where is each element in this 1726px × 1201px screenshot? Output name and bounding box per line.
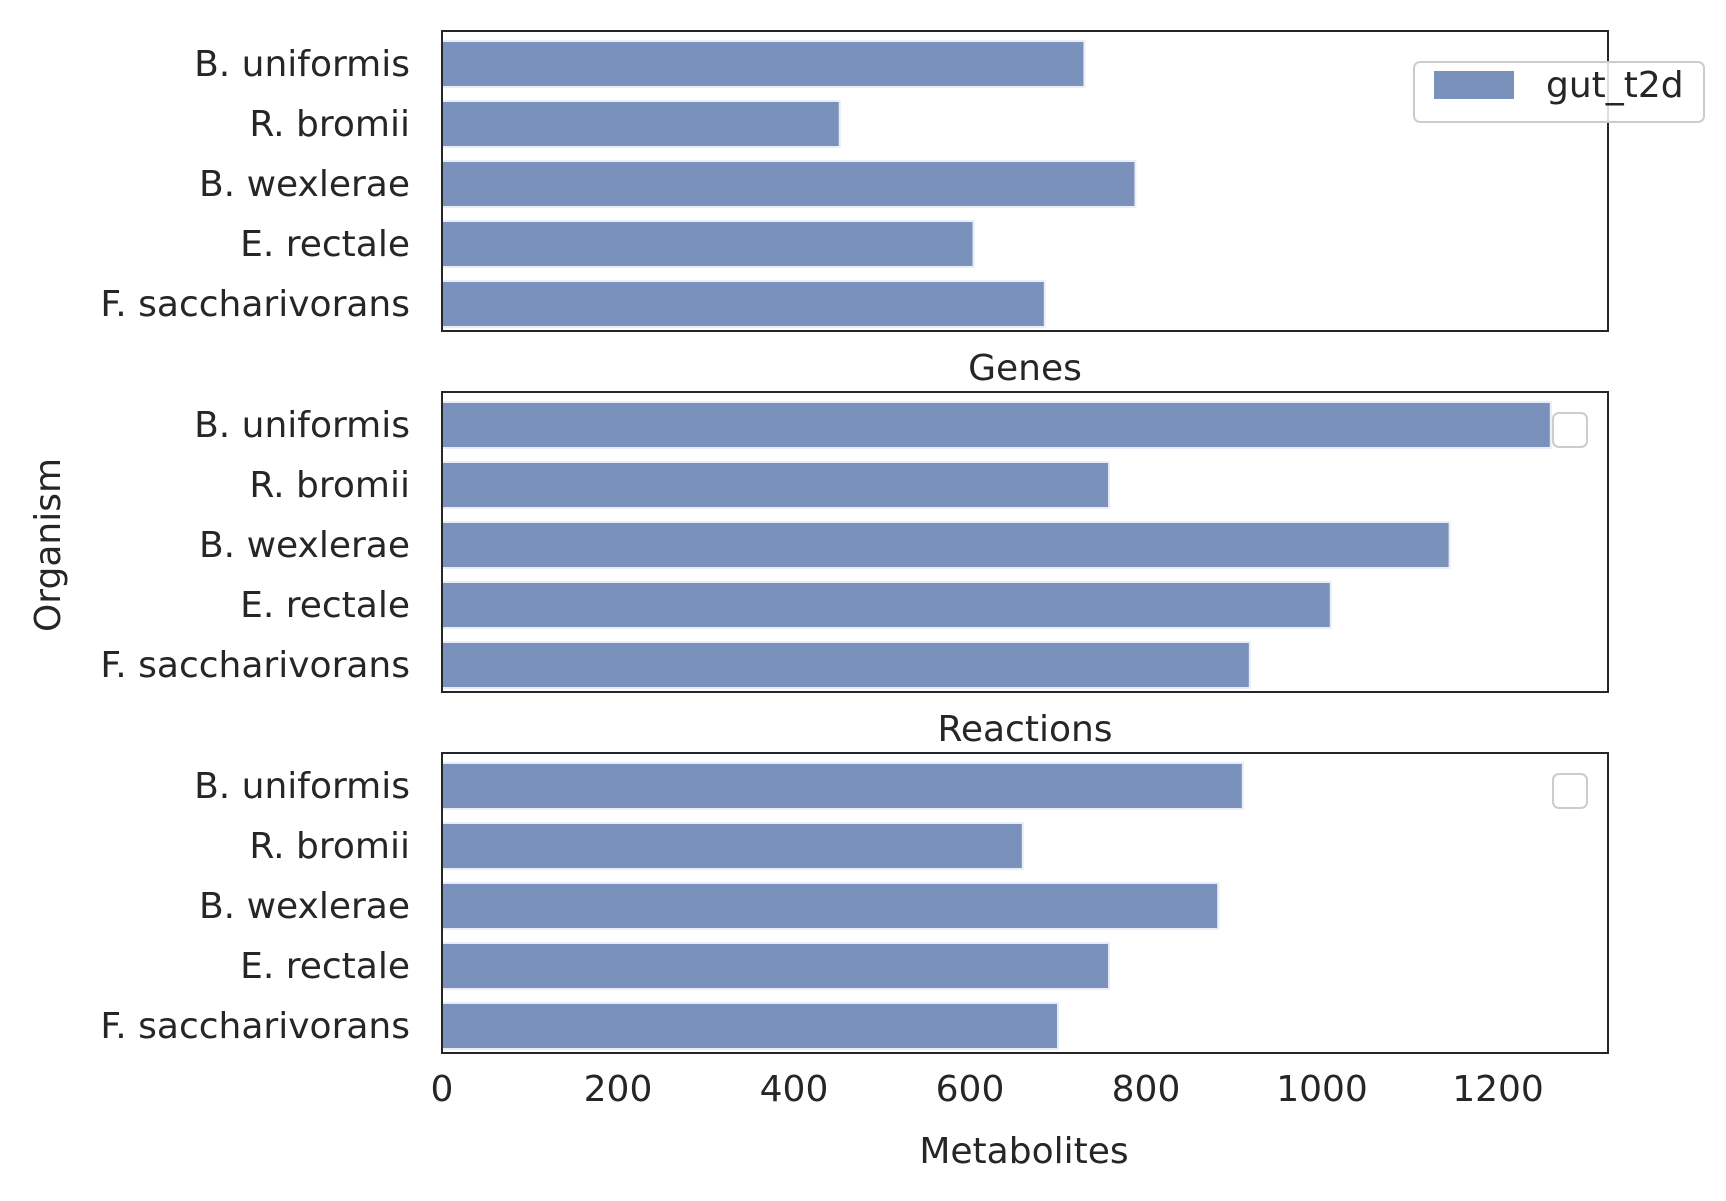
bar xyxy=(441,942,1111,990)
bar xyxy=(441,641,1251,689)
bar xyxy=(441,521,1451,569)
axes-frame xyxy=(441,30,1609,332)
bar xyxy=(441,40,1086,88)
x-axis-label: Metabolites xyxy=(919,1131,1128,1172)
bar xyxy=(441,461,1111,509)
bar xyxy=(441,762,1244,810)
y-tick-label: R. bromii xyxy=(249,826,410,867)
y-tick-label: B. uniformis xyxy=(194,405,410,446)
panel-2: Genes B. uniformis R. bromii B. wexlerae E. … xyxy=(100,348,1609,693)
panels: B. uniformis R. bromii B. wexlerae E. recta… xyxy=(100,30,1609,1054)
legend-label-gut-t2d: gut_t2d xyxy=(1546,65,1684,106)
bar xyxy=(441,401,1552,449)
x-tick-label: 1000 xyxy=(1276,1069,1368,1110)
empty-legend xyxy=(1552,412,1588,448)
axes-frame xyxy=(441,752,1609,1054)
y-tick-label: B. uniformis xyxy=(194,44,410,85)
y-tick-label: B. wexlerae xyxy=(199,886,410,927)
legend: gut_t2d xyxy=(1413,61,1705,123)
y-tick-label: B. uniformis xyxy=(194,766,410,807)
bar xyxy=(441,100,841,148)
bar xyxy=(441,280,1046,328)
y-tick-label: R. bromii xyxy=(249,104,410,145)
bar xyxy=(441,160,1137,208)
legend-swatch xyxy=(1434,71,1514,99)
y-tick-label: F. saccharivorans xyxy=(100,1006,410,1047)
x-tick-label: 0 xyxy=(431,1069,454,1110)
y-tick-label: E. rectale xyxy=(240,585,410,626)
y-tick-label: F. saccharivorans xyxy=(100,645,410,686)
x-tick-label: 800 xyxy=(1112,1069,1181,1110)
bar xyxy=(441,220,975,268)
y-tick-label: B. wexlerae xyxy=(199,525,410,566)
axes-frame xyxy=(441,391,1609,693)
y-tick-label: F. saccharivorans xyxy=(100,284,410,325)
bar xyxy=(441,882,1220,930)
y-tick-label: B. wexlerae xyxy=(199,164,410,205)
bar xyxy=(441,1002,1059,1050)
bar xyxy=(441,822,1024,870)
panel-title-reactions: Reactions xyxy=(937,709,1112,750)
x-tick-label: 200 xyxy=(584,1069,653,1110)
panel-1: B. uniformis R. bromii B. wexlerae E. recta… xyxy=(100,30,1609,332)
panel-3: Reactions B. uniformis R. bromii B. wexlera… xyxy=(100,709,1609,1054)
y-tick-label: R. bromii xyxy=(249,465,410,506)
y-tick-label: E. rectale xyxy=(240,224,410,265)
y-tick-label: E. rectale xyxy=(240,946,410,987)
x-tick-label: 400 xyxy=(760,1069,829,1110)
x-tick-label: 600 xyxy=(936,1069,1005,1110)
y-axis-label: Organism xyxy=(28,458,69,632)
panel-title-genes: Genes xyxy=(968,348,1082,389)
bar xyxy=(441,581,1332,629)
x-tick-label: 1200 xyxy=(1452,1069,1544,1110)
x-tick-labels: 0 200 400 600 800 1000 1200 xyxy=(431,1069,1544,1110)
empty-legend xyxy=(1552,773,1588,809)
